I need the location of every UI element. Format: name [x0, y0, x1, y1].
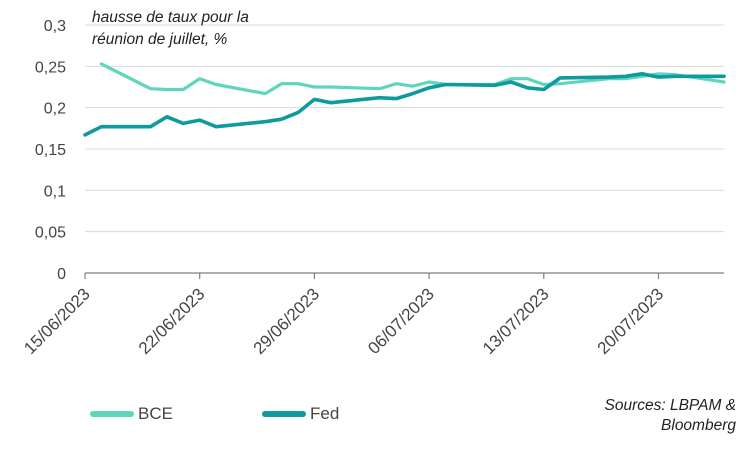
- x-tick-label-2: 29/06/2023: [250, 284, 324, 358]
- y-tick-label-6: 0,3: [44, 18, 66, 35]
- source-note-line-1: Sources: LBPAM &: [604, 397, 736, 414]
- y-tick-label-1: 0,05: [35, 225, 66, 242]
- gridlines: [85, 24, 724, 233]
- legend-swatch-bce: [90, 411, 134, 417]
- y-tick-label-3: 0,15: [35, 142, 66, 159]
- source-note-line-2: Bloomberg: [661, 417, 736, 434]
- series-line-bce: [99, 62, 726, 96]
- y-axis-tick-labels: 0 0,05 0,1 0,15 0,2 0,25 0,3: [35, 18, 66, 283]
- x-tick-label-4: 13/07/2023: [479, 284, 553, 358]
- y-tick-label-4: 0,2: [44, 101, 66, 118]
- chart-title-line-2: réunion de juillet, %: [92, 31, 228, 48]
- legend-label-fed: Fed: [310, 404, 340, 423]
- legend-item-fed: Fed: [262, 404, 339, 424]
- chart-title-line-1: hausse de taux pour la: [92, 9, 249, 26]
- series-line-fed: [83, 72, 726, 137]
- y-tick-label-0: 0: [57, 266, 66, 283]
- y-tick-label-5: 0,25: [35, 59, 66, 76]
- x-tick-label-1: 22/06/2023: [135, 284, 209, 358]
- legend-swatch-fed: [262, 411, 306, 417]
- series-lines: [83, 62, 726, 137]
- legend-label-bce: BCE: [138, 404, 173, 423]
- x-tick-label-5: 20/07/2023: [594, 284, 668, 358]
- x-tick-label-3: 06/07/2023: [364, 284, 438, 358]
- x-axis-tick-labels: 15/06/2023 22/06/2023 29/06/2023 06/07/2023…: [20, 284, 667, 358]
- x-axis: [84, 272, 724, 279]
- x-tick-label-0: 15/06/2023: [20, 284, 94, 358]
- y-tick-label-2: 0,1: [44, 183, 66, 200]
- legend-item-bce: BCE: [90, 404, 173, 424]
